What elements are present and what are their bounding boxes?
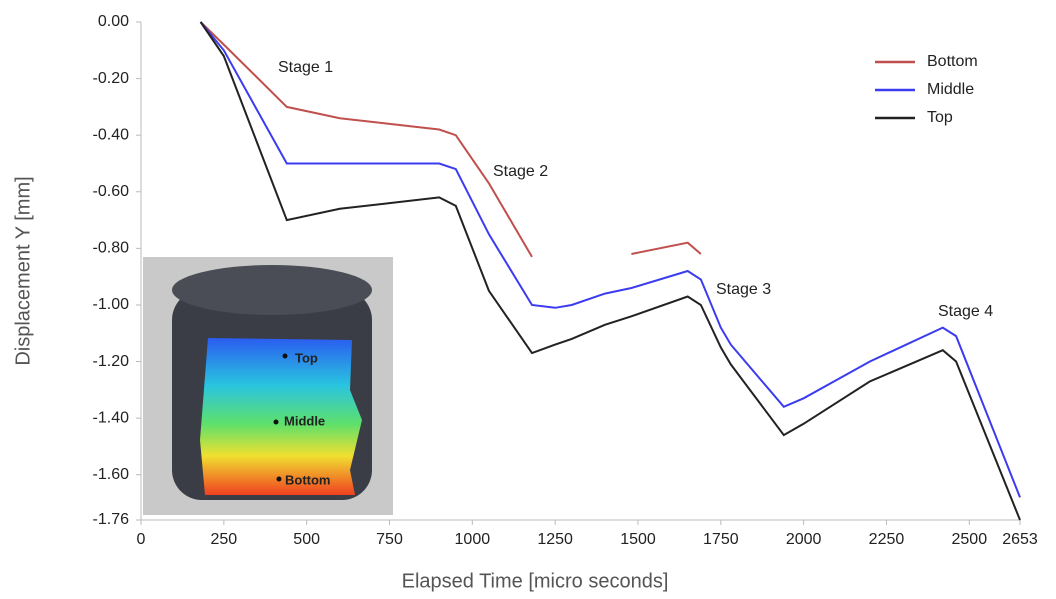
x-tick-label: 1500 [620, 531, 656, 548]
series-line [201, 22, 701, 257]
inset-photo: Top Middle Bottom [143, 257, 393, 515]
point [277, 477, 282, 482]
heat-map [200, 338, 362, 495]
y-tick-label: -0.20 [93, 70, 130, 87]
x-tick-label: 500 [293, 531, 320, 548]
cylinder-top [172, 265, 372, 315]
point [274, 420, 279, 425]
y-tick-label: -1.20 [93, 353, 130, 370]
y-tick-label: 0.00 [98, 13, 129, 30]
y-axis-title: Displacement Y [mm] [12, 176, 34, 365]
annotation: Stage 4 [938, 303, 993, 320]
x-tick-label: 2500 [952, 531, 988, 548]
inset-label: Bottom [285, 472, 331, 487]
y-tick-label: -1.00 [93, 296, 130, 313]
y-tick-label: -0.40 [93, 126, 130, 143]
x-tick-label: 2653 [1002, 531, 1038, 548]
x-tick-label: 2250 [869, 531, 905, 548]
x-tick-label: 1000 [455, 531, 491, 548]
annotation: Stage 2 [493, 163, 548, 180]
y-tick-label: -0.80 [93, 240, 130, 257]
point [283, 354, 288, 359]
page: Elapsed Time [micro seconds] Displacemen… [0, 0, 1056, 599]
x-tick-label: 1250 [537, 531, 573, 548]
legend-label: Bottom [927, 53, 978, 70]
annotation: Stage 3 [716, 281, 771, 298]
x-axis-title: Elapsed Time [micro seconds] [402, 570, 669, 592]
annotation: Stage 1 [278, 59, 333, 76]
x-tick-label: 1750 [703, 531, 739, 548]
x-tick-label: 2000 [786, 531, 822, 548]
y-tick-label: -1.60 [93, 466, 130, 483]
y-tick-label: -0.60 [93, 183, 130, 200]
legend-label: Top [927, 109, 953, 126]
y-tick-label: -1.76 [93, 511, 130, 528]
inset-label: Middle [284, 413, 325, 428]
x-tick-label: 0 [137, 531, 146, 548]
x-tick-label: 250 [210, 531, 237, 548]
x-tick-label: 750 [376, 531, 403, 548]
inset-label: Top [295, 350, 318, 365]
y-tick-label: -1.40 [93, 409, 130, 426]
legend-label: Middle [927, 81, 974, 98]
chart: Elapsed Time [micro seconds] Displacemen… [0, 0, 1056, 594]
